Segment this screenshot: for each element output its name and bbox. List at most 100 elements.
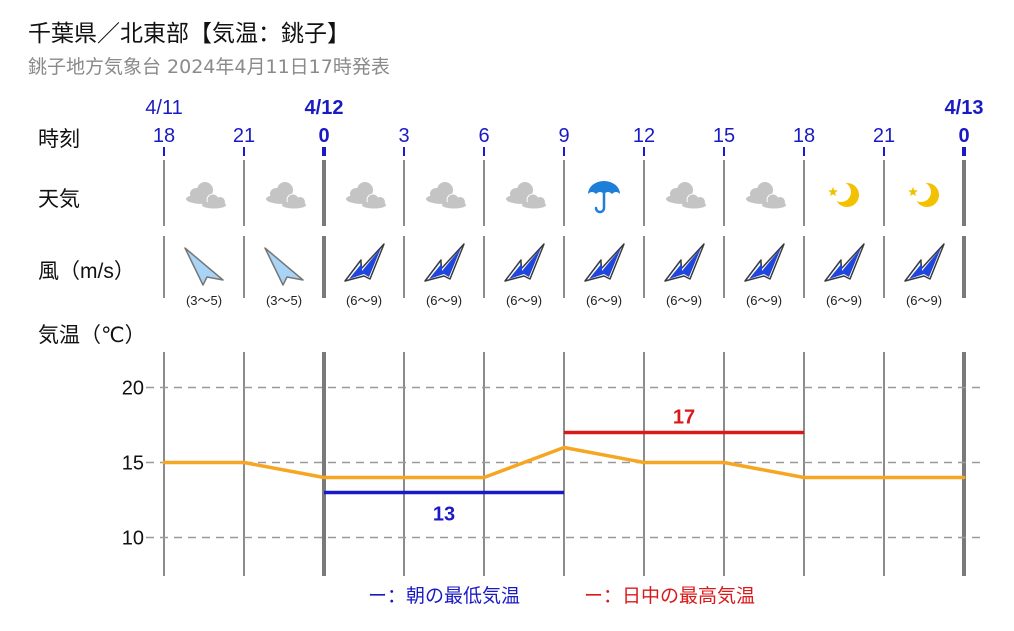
wind-arrow-outline bbox=[904, 243, 945, 282]
wind-speed-label: (6～9) bbox=[746, 293, 782, 308]
temperature-point bbox=[642, 461, 646, 464]
temp-row-label: 気温（℃） bbox=[38, 324, 146, 347]
cloud-base bbox=[762, 201, 786, 209]
wind-arrow-fill bbox=[589, 248, 621, 279]
wind-arrow-fill bbox=[749, 248, 781, 279]
wind-arrow-fill bbox=[349, 248, 381, 279]
wind-arrow-fill bbox=[909, 248, 941, 279]
hour-label: 15 bbox=[713, 125, 735, 147]
cloud-puff bbox=[517, 182, 533, 198]
wind-arrow-fill bbox=[669, 248, 701, 279]
wind-speed-label: (6～9) bbox=[586, 293, 622, 308]
moon-cutout bbox=[831, 182, 851, 202]
umbrella-handle bbox=[594, 191, 606, 214]
wind-arrow-outline bbox=[424, 243, 465, 282]
cloud-icon bbox=[426, 182, 466, 209]
temperature-point bbox=[242, 461, 246, 464]
min-temp-label: 13 bbox=[433, 504, 455, 526]
cloud-icon bbox=[506, 182, 546, 209]
wind-arrow bbox=[664, 243, 705, 282]
wind-speed-label: (3～5) bbox=[186, 293, 222, 308]
weather-row-label: 天気 bbox=[38, 188, 80, 211]
cloud-base bbox=[362, 201, 386, 209]
wind-arrow bbox=[504, 243, 545, 282]
cloud-base bbox=[682, 201, 706, 209]
wind-speed-label: (6～9) bbox=[826, 293, 862, 308]
temperature-point bbox=[882, 476, 886, 479]
wind-arrow bbox=[824, 243, 865, 282]
legend-max-temp: ー：日中の最高気温 bbox=[584, 585, 755, 607]
hour-label: 18 bbox=[793, 125, 815, 147]
wind-arrow-outline bbox=[824, 243, 865, 282]
wind-arrow bbox=[424, 243, 465, 282]
cloud-base bbox=[202, 201, 226, 209]
page-title: 千葉県／北東部【気温：銚子】 bbox=[28, 21, 350, 47]
wind-arrow bbox=[744, 243, 785, 282]
wind-speed-label: (6～9) bbox=[506, 293, 542, 308]
legend-min-temp: ー：朝の最低気温 bbox=[368, 585, 520, 607]
temperature-point bbox=[322, 476, 326, 479]
cloud-icon bbox=[186, 182, 226, 209]
wind-arrow-fill bbox=[264, 247, 304, 286]
wind-arrow-fill bbox=[829, 248, 861, 279]
wind-arrow bbox=[584, 243, 625, 282]
temperature-point bbox=[962, 476, 966, 479]
cloud-puff bbox=[277, 182, 293, 198]
date-label: 4/13 bbox=[945, 97, 984, 119]
hour-label: 6 bbox=[478, 125, 489, 147]
hour-label: 9 bbox=[558, 125, 569, 147]
wind-arrow-fill bbox=[184, 247, 224, 286]
y-tick-label: 10 bbox=[122, 528, 144, 550]
temperature-point bbox=[402, 476, 406, 479]
moon-cutout bbox=[911, 182, 931, 202]
wind-speed-label: (6～9) bbox=[666, 293, 702, 308]
cloud-base bbox=[442, 201, 466, 209]
wind-arrow bbox=[904, 243, 945, 282]
cloud-icon bbox=[346, 182, 386, 209]
wind-arrow-outline bbox=[584, 243, 625, 282]
hour-label: 21 bbox=[873, 125, 895, 147]
cloud-puff bbox=[757, 182, 773, 198]
hour-label: 21 bbox=[233, 125, 255, 147]
hour-label: 0 bbox=[318, 125, 329, 147]
wind-speed-label: (6～9) bbox=[426, 293, 462, 308]
date-label: 4/11 bbox=[145, 97, 182, 119]
page-subtitle: 銚子地方気象台 2024年4月11日17時発表 bbox=[28, 56, 390, 78]
date-label: 4/12 bbox=[305, 97, 344, 119]
cloud-base bbox=[522, 201, 546, 209]
y-tick-label: 15 bbox=[122, 453, 144, 475]
wind-arrow-fill bbox=[509, 248, 541, 279]
wind-arrow bbox=[184, 247, 224, 286]
moon-star-icon bbox=[828, 182, 859, 207]
time-row-label: 時刻 bbox=[38, 128, 80, 151]
hour-label: 0 bbox=[958, 125, 969, 147]
temperature-point bbox=[802, 476, 806, 479]
cloud-puff bbox=[437, 182, 453, 198]
wind-arrow-outline bbox=[344, 243, 385, 282]
wind-arrow-outline bbox=[504, 243, 545, 282]
cloud-icon bbox=[666, 182, 706, 209]
temperature-point bbox=[162, 461, 166, 464]
hour-label: 3 bbox=[398, 125, 409, 147]
wind-arrow bbox=[344, 243, 385, 282]
cloud-puff bbox=[197, 182, 213, 198]
wind-arrow bbox=[264, 247, 304, 286]
y-tick-label: 20 bbox=[122, 378, 144, 400]
star-shape bbox=[908, 187, 918, 196]
umbrella-canopy bbox=[588, 181, 620, 194]
cloud-icon bbox=[746, 182, 786, 209]
cloud-base bbox=[282, 201, 306, 209]
wind-arrow-outline bbox=[664, 243, 705, 282]
hour-label: 12 bbox=[633, 125, 655, 147]
wind-speed-label: (6～9) bbox=[346, 293, 382, 308]
wind-arrow-fill bbox=[429, 248, 461, 279]
temperature-point bbox=[482, 476, 486, 479]
wind-row-label: 風（m/s） bbox=[38, 260, 135, 283]
cloud-puff bbox=[677, 182, 693, 198]
cloud-icon bbox=[266, 182, 306, 209]
temperature-point bbox=[562, 446, 566, 449]
wind-speed-label: (6～9) bbox=[906, 293, 942, 308]
max-temp-label: 17 bbox=[673, 407, 695, 429]
wind-arrow-outline bbox=[744, 243, 785, 282]
